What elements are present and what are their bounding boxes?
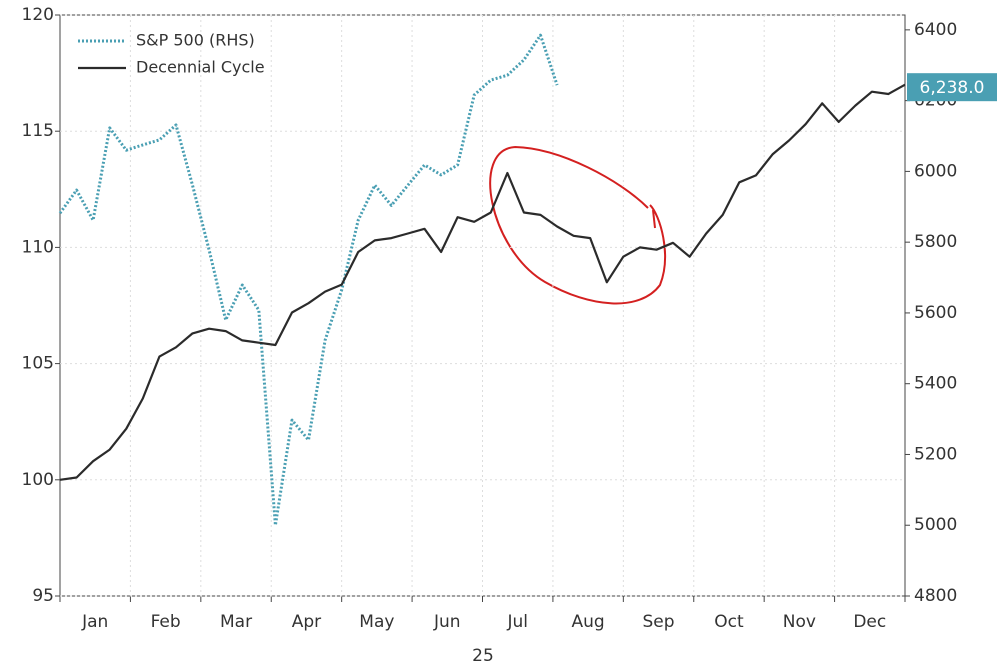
x-tick-label: Dec <box>853 612 886 632</box>
last-value-box <box>907 73 997 102</box>
y2-tick-label: 5800 <box>914 232 957 252</box>
y2-tick-label: 5400 <box>914 374 957 394</box>
x-tick-label: Sep <box>643 612 675 632</box>
x-tick-label: Mar <box>220 612 252 632</box>
x-tick-label: May <box>359 612 394 632</box>
y-tick-label: 110 <box>22 237 54 257</box>
y2-tick-label: 5600 <box>914 303 957 323</box>
x-tick-label: Nov <box>783 612 816 632</box>
x-tick-label: Jan <box>81 612 108 632</box>
x-tick-label: Jun <box>433 612 461 632</box>
y-tick-label: 105 <box>22 354 54 374</box>
y2-tick-label: 5000 <box>914 515 957 535</box>
y-tick-label: 120 <box>22 5 54 25</box>
legend-label: Decennial Cycle <box>136 58 265 77</box>
highlight-circle <box>489 146 667 305</box>
y2-tick-label: 6000 <box>914 161 957 181</box>
last-value-label: 6,238.0 <box>920 78 985 98</box>
x-tick-label: Feb <box>151 612 181 632</box>
x-tick-label: Jul <box>506 612 528 632</box>
y-tick-label: 95 <box>32 586 54 606</box>
x-tick-label: Aug <box>572 612 605 632</box>
y2-tick-label: 6400 <box>914 20 957 40</box>
legend-label: S&P 500 (RHS) <box>136 31 255 50</box>
y2-tick-label: 4800 <box>914 586 957 606</box>
x-tick-label: Oct <box>714 612 744 632</box>
x-axis-label: 25 <box>472 646 494 666</box>
series-line <box>59 83 906 481</box>
x-tick-label: Apr <box>292 612 321 632</box>
y-tick-label: 115 <box>22 121 54 141</box>
y2-tick-label: 5200 <box>914 444 957 464</box>
y-tick-label: 100 <box>22 470 54 490</box>
series-line <box>58 33 559 527</box>
